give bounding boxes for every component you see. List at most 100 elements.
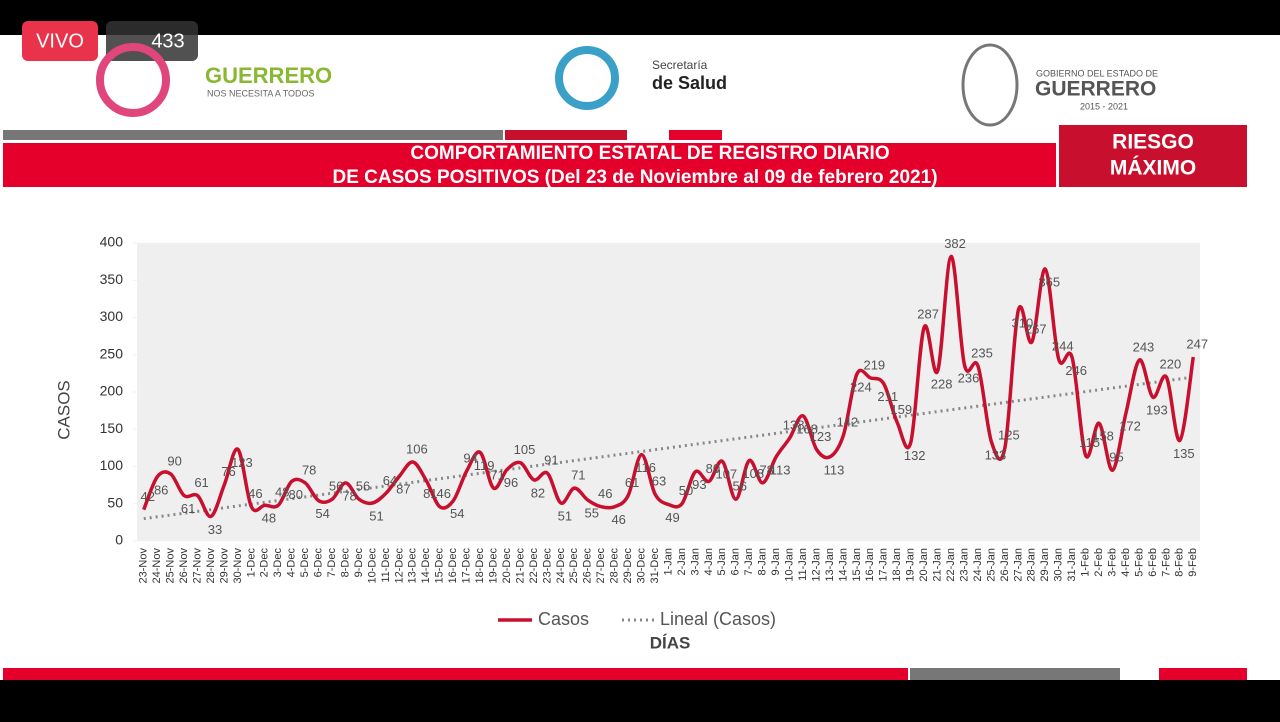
data-label: 247 (1186, 336, 1208, 351)
x-tick-label: 24-Nov (151, 548, 163, 584)
x-tick-label: 21-Jan (932, 548, 944, 582)
data-label: 382 (944, 236, 966, 251)
x-tick-label: 25-Dec (568, 548, 580, 584)
x-tick-label: 26-Dec (582, 548, 594, 584)
data-label: 113 (770, 462, 791, 477)
x-tick-label: 7-Dec (326, 548, 338, 578)
x-tick-label: 14-Dec (420, 548, 432, 584)
data-label: 78 (342, 488, 356, 503)
data-label: 113 (824, 462, 845, 477)
gov-brand: GUERRERO (1035, 78, 1156, 101)
y-tick-label: 50 (107, 494, 123, 510)
data-label: 220 (1160, 357, 1182, 372)
data-label: 82 (531, 485, 545, 500)
data-label: 64 (383, 473, 397, 488)
coat-of-arms (961, 43, 1019, 127)
data-label: 46 (598, 486, 612, 501)
live-text: VIVO (36, 30, 84, 52)
data-label: 219 (863, 357, 885, 372)
data-label: 54 (315, 506, 329, 521)
x-tick-label: 29-Nov (218, 548, 230, 584)
plot: 0 50 100 150 200 250 300 350 400 23-Nov 24-Nov 25-N… (100, 234, 1208, 629)
data-label: 95 (1109, 450, 1123, 465)
x-tick-label: 2-Dec (259, 548, 271, 578)
x-tick-label: 19-Jan (905, 548, 917, 582)
logo (96, 43, 170, 117)
x-tick-label: 24-Dec (555, 548, 567, 584)
trendline (143, 375, 1194, 521)
x-tick-label: 17-Dec (461, 548, 473, 584)
x-tick-label: 18-Dec (474, 548, 486, 584)
data-label: 51 (369, 508, 383, 523)
x-tick-label: 15-Dec (434, 548, 446, 584)
bar-strip (910, 668, 1120, 680)
x-tick-label: 8-Jan (757, 548, 769, 576)
data-label: 54 (450, 506, 464, 521)
data-label: 236 (958, 371, 980, 386)
x-tick-label: 10-Jan (784, 548, 796, 582)
data-label: 63 (652, 474, 666, 489)
x-tick-label: 7-Jan (743, 548, 755, 576)
data-label: 71 (571, 468, 585, 483)
x-tick-label: 9-Feb (1187, 548, 1199, 577)
x-tick-label: 1-Dec (245, 548, 257, 578)
x-tick-label: 12-Jan (810, 548, 822, 582)
data-label: 61 (625, 475, 639, 490)
x-tick-label: 5-Jan (716, 548, 728, 576)
risk-text: RIESGO (1112, 131, 1194, 154)
data-label: 159 (890, 402, 912, 417)
ministry-top: Secretaría (652, 58, 708, 72)
x-tick-label: 23-Dec (541, 548, 553, 584)
x-tick-label: 6-Feb (1147, 548, 1159, 577)
bar-strip (669, 130, 722, 140)
x-tick-label: 2-Feb (1093, 548, 1105, 577)
x-tick-label: 22-Dec (528, 548, 540, 584)
data-label: 235 (971, 345, 993, 360)
data-label: 135 (1173, 446, 1195, 461)
data-label: 310 (1011, 315, 1033, 330)
data-label: 138 (783, 418, 805, 433)
data-label: 56 (356, 479, 370, 494)
y-tick-label: 200 (100, 383, 124, 399)
x-tick-label: 12-Dec (393, 548, 405, 584)
ministry: de Salud (652, 73, 727, 93)
x-tick-label: 4-Feb (1120, 548, 1132, 577)
bar-strip (1159, 668, 1247, 680)
data-label: 91 (544, 453, 558, 468)
x-tick-label: 4-Dec (286, 548, 298, 578)
x-tick-label: 27-Jan (1012, 548, 1024, 582)
x-tick-label: 3-Dec (272, 548, 284, 578)
data-label: 365 (1038, 275, 1060, 290)
viewer-count: 433 (151, 30, 184, 52)
x-tick-label: 28-Nov (205, 548, 217, 584)
x-tick-label: 26-Jan (999, 548, 1011, 582)
data-label: 108 (742, 466, 764, 481)
gov-years: 2015 - 2021 (1080, 101, 1128, 111)
data-label: 119 (474, 458, 495, 473)
data-label: 93 (692, 477, 706, 492)
data-label: 86 (154, 482, 168, 497)
x-tick-label: 22-Jan (945, 548, 957, 582)
x-tick-label: 6-Dec (313, 548, 325, 578)
x-tick-label: 18-Jan (891, 548, 903, 582)
data-label: 158 (1092, 429, 1114, 444)
y-tick-label: 100 (100, 457, 124, 473)
data-label: 87 (396, 482, 410, 497)
data-label: 243 (1133, 339, 1155, 354)
x-tick-label: 13-Dec (407, 548, 419, 584)
x-tick-label: 31-Jan (1066, 548, 1078, 582)
x-tick-label: 28-Dec (609, 548, 621, 584)
data-label: 224 (850, 380, 872, 395)
risk-box (1059, 125, 1247, 187)
data-label: 50 (679, 483, 693, 498)
x-tick-label: 4-Jan (703, 548, 715, 576)
legend-label: Lineal (Casos) (660, 609, 776, 629)
x-tick-label: 9-Dec (353, 548, 365, 578)
x-tick-label: 25-Nov (165, 548, 177, 584)
data-label: 287 (917, 307, 939, 322)
data-label: 80 (289, 487, 303, 502)
x-tick-label: 3-Feb (1106, 548, 1118, 577)
data-label: 46 (437, 486, 451, 501)
